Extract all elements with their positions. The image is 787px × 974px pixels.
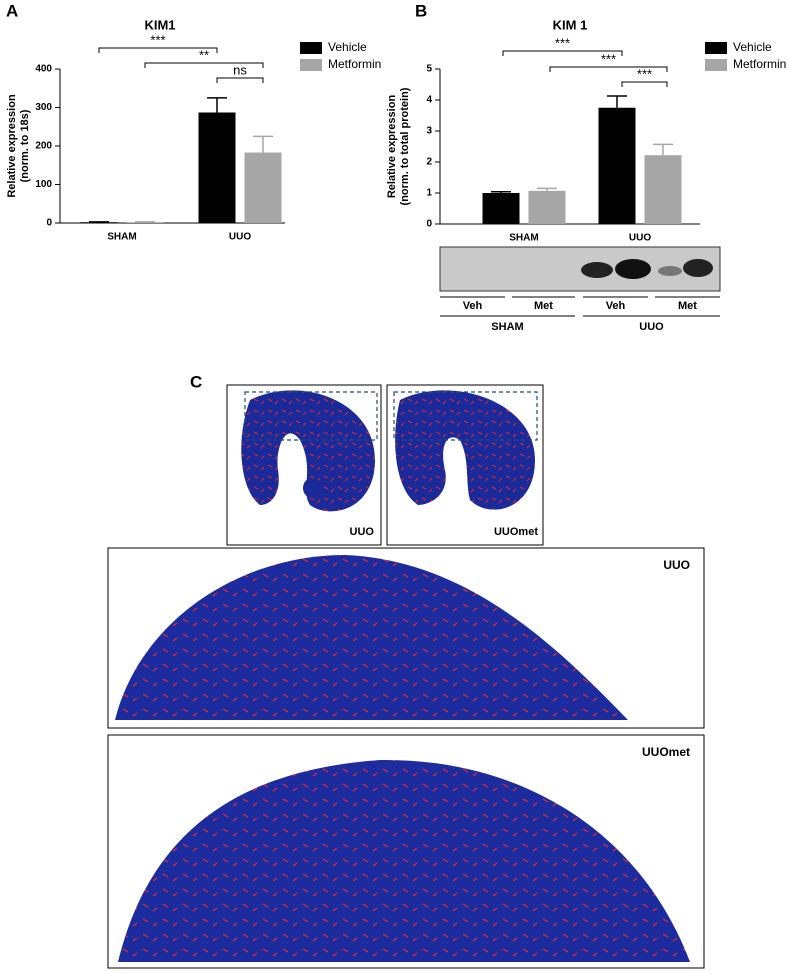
error-bar: [607, 95, 627, 108]
blot: [439, 246, 721, 292]
chart-title: KIM1: [144, 17, 175, 32]
significance-bracket: [502, 50, 623, 56]
bar: [598, 107, 636, 224]
bar: [528, 190, 566, 224]
blot-group-label: UUO: [639, 321, 664, 333]
y-tick-label: 200: [35, 141, 52, 152]
error-bar: [253, 135, 273, 153]
panel-label: B: [415, 1, 427, 20]
bar: [198, 112, 236, 223]
significance-bracket: [549, 66, 668, 72]
bar: [80, 222, 118, 223]
x-tick-label: UUO: [629, 233, 651, 244]
legend-swatch: [705, 59, 727, 71]
kidney: [241, 390, 375, 512]
significance-label: ***: [601, 51, 616, 66]
y-tick-label: 0: [426, 219, 432, 230]
significance-label: ***: [150, 32, 165, 47]
bar: [644, 155, 682, 224]
legend-swatch: [300, 59, 322, 71]
image-label: UUOmet: [494, 526, 538, 538]
bar: [126, 222, 164, 223]
blot-lane-label: Veh: [606, 300, 626, 312]
y-tick-label: 3: [426, 126, 432, 137]
kidney-section: [118, 759, 690, 962]
panel-label: C: [190, 372, 202, 391]
bar: [482, 193, 520, 224]
blot-lane-label: Veh: [463, 300, 483, 312]
image-label: UUOmet: [642, 745, 690, 759]
bar: [244, 152, 282, 223]
error-bar: [491, 191, 511, 193]
y-tick-label: 300: [35, 102, 52, 113]
legend-label: Metformin: [328, 57, 381, 71]
y-tick-label: 400: [35, 64, 52, 75]
y-axis-label: Relative expression: [6, 94, 18, 198]
significance-bracket: [621, 81, 668, 87]
y-tick-label: 1: [426, 188, 432, 199]
y-axis-label: (norm. to 18s): [19, 109, 31, 182]
y-tick-label: 100: [35, 179, 52, 190]
y-tick-label: 0: [46, 218, 52, 229]
panel-c-images: [107, 384, 705, 969]
x-tick-label: UUO: [229, 232, 251, 243]
significance-label: ***: [637, 66, 652, 81]
x-tick-label: SHAM: [509, 233, 538, 244]
legend-label: Metformin: [733, 57, 786, 71]
significance-bracket: [144, 62, 264, 68]
error-bar: [653, 143, 673, 156]
error-bar: [537, 187, 557, 191]
x-tick-label: SHAM: [107, 232, 136, 243]
significance-label: ***: [555, 35, 570, 50]
significance-label: **: [199, 47, 209, 62]
image-label: UUO: [350, 526, 375, 538]
blot-lane-label: Met: [678, 300, 697, 312]
blot-lane-label: Met: [534, 300, 553, 312]
legend-label: Vehicle: [328, 40, 367, 54]
y-tick-label: 5: [426, 64, 432, 75]
kidney: [395, 390, 535, 510]
y-tick-label: 4: [426, 95, 432, 106]
significance-bracket: [98, 47, 218, 53]
image-label: UUO: [663, 558, 690, 572]
legend-label: Vehicle: [733, 40, 772, 54]
y-axis-label: Relative expression: [386, 95, 398, 199]
y-axis-label: (norm. to total protein): [399, 87, 411, 205]
kidney-section: [115, 555, 628, 720]
significance-label: ns: [233, 62, 247, 77]
blot-group-label: SHAM: [491, 321, 523, 333]
y-tick-label: 2: [426, 157, 432, 168]
legend-swatch: [705, 42, 727, 54]
legend-swatch: [300, 42, 322, 54]
chart-title: KIM 1: [553, 17, 588, 32]
panel-label: A: [6, 1, 18, 20]
error-bar: [207, 97, 227, 113]
significance-bracket: [216, 77, 264, 83]
